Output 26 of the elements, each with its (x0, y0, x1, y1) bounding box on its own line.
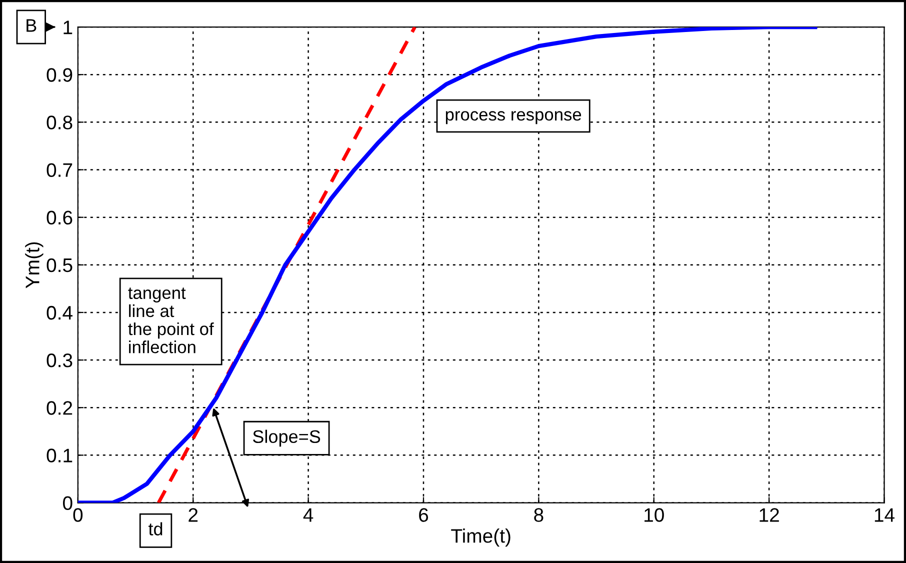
x-tick-label: 10 (644, 508, 664, 522)
x-tick-label: 4 (303, 508, 314, 522)
y-tick-label: 0.6 (46, 210, 72, 225)
y-tick-label: 0.7 (46, 163, 72, 177)
y-tick-label: 0.1 (46, 448, 72, 462)
y-tick-label: 0.5 (46, 258, 72, 272)
annotation: td (148, 522, 162, 536)
x-tick-label: 14 (874, 508, 894, 522)
y-tick-label: 0 (63, 496, 72, 510)
x-tick-label: 12 (760, 508, 779, 522)
x-axis-title: Time(t) (451, 528, 510, 547)
text: B (26, 19, 36, 32)
y-tick-label: 0.2 (46, 401, 72, 415)
y-tick-label: 0.8 (46, 116, 72, 130)
y-tick-label: 0.3 (46, 354, 72, 368)
x-tick-label: 0 (73, 508, 83, 522)
y-tick-label: 0.9 (46, 68, 72, 82)
x-tick-label: 2 (188, 508, 198, 522)
y-axis-title: Ym(t) (25, 242, 44, 288)
series-label: process response (446, 111, 582, 124)
x-tick-label: 8 (534, 508, 544, 522)
y-tick-label: 1 (64, 20, 72, 34)
series-label: tangent line at the point of inflection (128, 288, 214, 354)
y-tick-label: 0.4 (46, 306, 72, 320)
annotation: Slope=S (252, 430, 320, 447)
x-tick-label: 6 (419, 508, 428, 522)
